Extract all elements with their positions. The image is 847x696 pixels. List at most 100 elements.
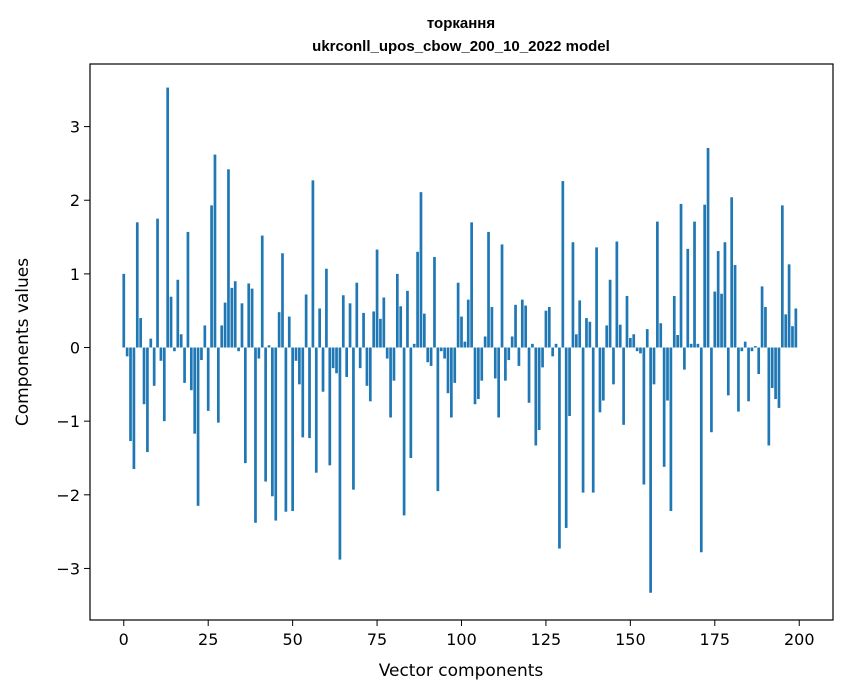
bar — [308, 347, 311, 439]
bar — [706, 147, 710, 348]
bar — [612, 347, 615, 385]
bar — [139, 318, 143, 348]
bar — [240, 303, 244, 348]
bar — [500, 244, 504, 348]
bar — [358, 347, 362, 369]
bar — [247, 283, 251, 348]
bar — [125, 347, 129, 357]
y-tick-label: −2 — [56, 486, 80, 505]
x-tick-label: 175 — [700, 630, 731, 649]
bar — [345, 347, 349, 377]
bar — [284, 347, 288, 512]
bar — [470, 222, 473, 348]
bar — [466, 299, 470, 348]
bar — [480, 347, 484, 381]
bar — [399, 306, 403, 348]
y-axis-ticks: −3 −2 −1 0 1 2 3 — [56, 118, 90, 578]
bar — [196, 347, 200, 506]
bar — [733, 265, 737, 348]
bar — [723, 242, 727, 348]
bar — [639, 347, 642, 354]
bar — [348, 303, 352, 348]
bar — [368, 347, 372, 402]
bar — [159, 347, 163, 361]
bar — [770, 347, 774, 389]
bar — [183, 347, 186, 383]
y-tick-label: 1 — [70, 265, 80, 284]
bar — [409, 347, 413, 458]
bar — [412, 343, 416, 348]
bar — [325, 268, 328, 348]
bar — [392, 347, 396, 381]
bar — [622, 347, 625, 425]
bar — [625, 295, 629, 348]
chart-title: торкання — [427, 15, 495, 32]
bar — [173, 347, 176, 352]
bar — [372, 311, 376, 348]
bar — [757, 347, 761, 375]
bar — [152, 347, 156, 386]
bar — [767, 347, 771, 446]
bar — [352, 347, 355, 490]
bar — [568, 347, 571, 417]
bar — [629, 337, 632, 348]
bar — [662, 347, 666, 467]
bar — [747, 347, 750, 402]
bar — [146, 347, 149, 453]
bar — [618, 324, 622, 348]
bar — [379, 318, 382, 348]
bar — [490, 307, 494, 348]
bar — [260, 235, 264, 348]
bar — [453, 347, 457, 383]
bar — [271, 347, 274, 497]
bar — [514, 304, 517, 348]
y-tick-label: 3 — [70, 118, 80, 137]
bar — [186, 231, 190, 348]
bar — [355, 282, 359, 348]
bar — [659, 323, 663, 348]
y-tick-label: −1 — [56, 412, 80, 431]
bar — [338, 347, 342, 560]
x-tick-label: 25 — [198, 630, 218, 649]
bar — [615, 241, 619, 348]
bar — [287, 316, 291, 348]
x-tick-label: 150 — [615, 630, 646, 649]
bar — [764, 307, 767, 348]
bar — [716, 251, 720, 348]
bar — [176, 279, 180, 348]
bar — [787, 264, 791, 348]
bar — [558, 347, 561, 549]
bar — [382, 297, 386, 348]
bar — [223, 302, 227, 348]
bar — [753, 346, 757, 348]
chart-subtitle: ukrconll_upos_cbow_200_10_2022 model — [312, 38, 610, 55]
bar — [730, 197, 734, 348]
bar — [642, 347, 646, 485]
bar — [686, 248, 690, 348]
bar — [794, 308, 798, 348]
bar — [233, 281, 237, 348]
bar — [689, 343, 693, 348]
bar — [517, 347, 521, 366]
bar — [189, 347, 193, 391]
bar — [257, 347, 261, 359]
bar — [362, 312, 365, 348]
x-tick-label: 50 — [282, 630, 302, 649]
x-tick-label: 0 — [119, 630, 129, 649]
bar — [537, 347, 541, 430]
bar — [473, 347, 477, 405]
bar — [460, 316, 463, 348]
bar — [277, 312, 281, 348]
bar — [291, 347, 294, 512]
bar — [493, 347, 497, 379]
bar — [507, 347, 511, 361]
bar — [335, 347, 338, 374]
bar — [142, 347, 146, 405]
bar — [375, 249, 379, 348]
bar — [122, 273, 126, 348]
bar — [389, 347, 392, 418]
bar — [341, 295, 345, 348]
bar — [605, 325, 609, 348]
bar — [578, 300, 582, 348]
bar — [601, 347, 605, 401]
